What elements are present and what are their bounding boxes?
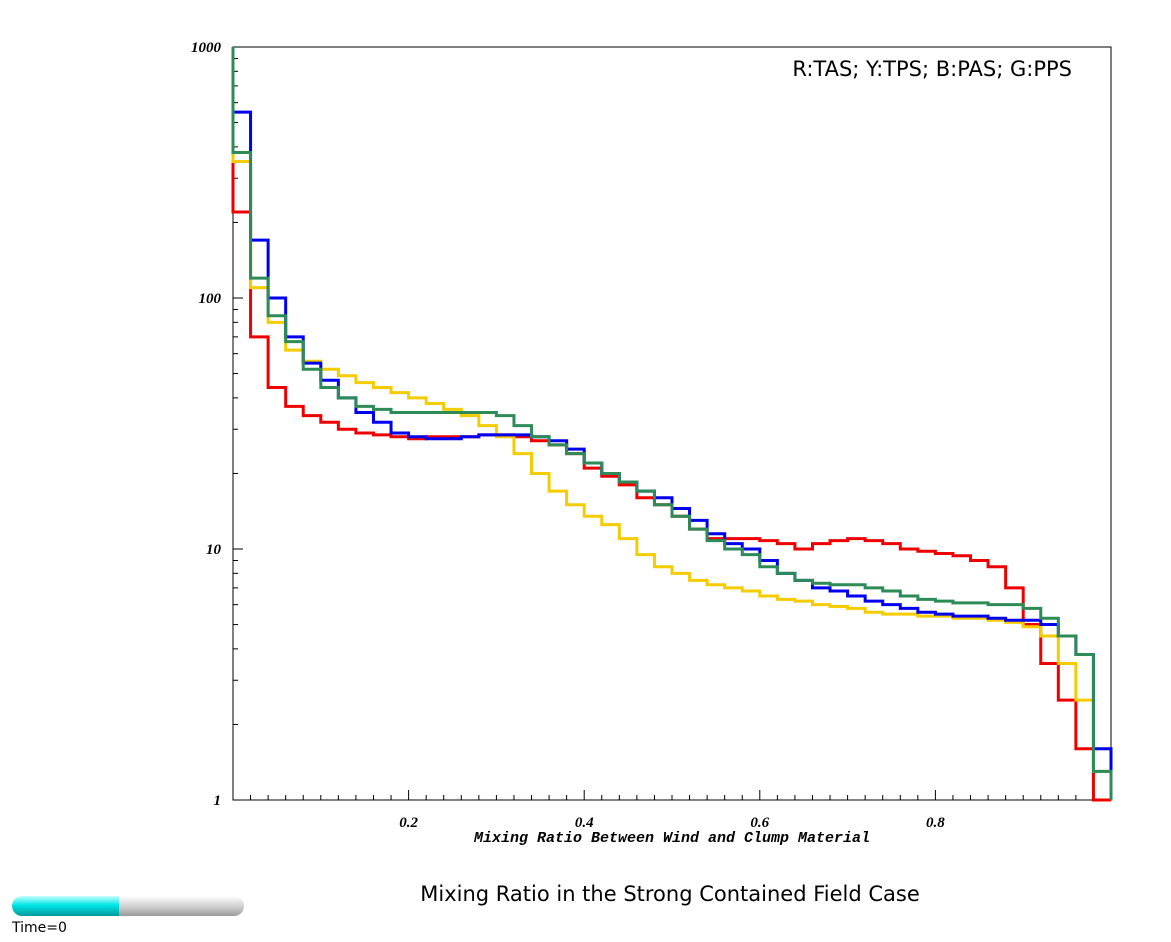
time-label: Time=0 <box>12 920 67 936</box>
x-minor-ticks <box>250 790 1094 800</box>
time-slider-fill <box>12 896 119 916</box>
series-layer <box>231 47 1113 802</box>
y-minor-ticks <box>233 57 243 801</box>
y-tick-label: 1 <box>214 793 222 809</box>
series-line-y <box>231 47 1113 800</box>
plot-frame <box>232 46 1112 801</box>
x-tick-label: 0.4 <box>575 815 594 831</box>
x-axis-title: Mixing Ratio Between Wind and Clump Mate… <box>473 830 870 847</box>
y-tick-label: 1000 <box>191 40 222 56</box>
x-tick-label: 0.6 <box>750 815 769 831</box>
series-line-b <box>231 47 1113 800</box>
y-tick-labels: 1 10 100 1000 <box>191 40 222 809</box>
x-tick-labels: 0.2 0.4 0.6 0.8 <box>399 815 945 831</box>
y-tick-label: 100 <box>199 291 222 307</box>
y-tick-label: 10 <box>206 542 222 558</box>
legend-text: R:TAS; Y:TPS; B:PAS; G:PPS <box>792 57 1072 81</box>
time-slider[interactable] <box>12 896 244 916</box>
series-line-g <box>231 47 1113 800</box>
series-line-r <box>231 47 1111 802</box>
chart: 1 10 100 1000 0.2 0.4 0.6 0.8 Mixing Ratio Bet… <box>191 40 1113 847</box>
x-tick-label: 0.2 <box>399 815 418 831</box>
chart-title: Mixing Ratio in the Strong Contained Fie… <box>420 882 920 906</box>
x-tick-label: 0.8 <box>926 815 945 831</box>
